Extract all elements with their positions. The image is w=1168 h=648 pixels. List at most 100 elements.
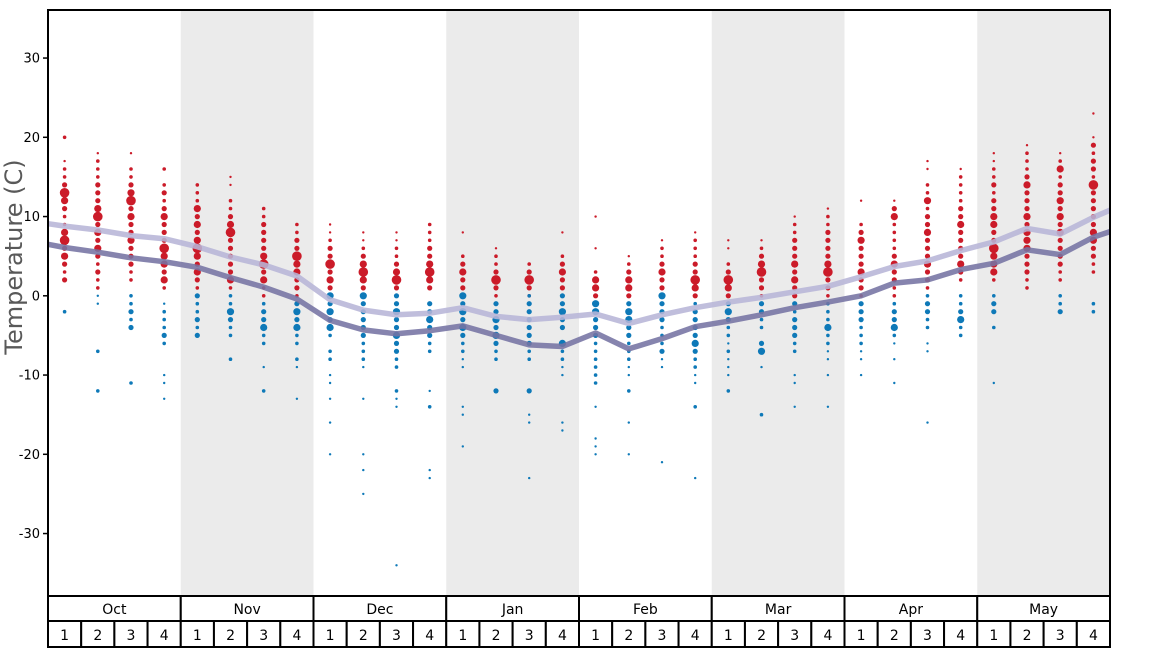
min-temp-dot — [528, 413, 531, 416]
max-temp-dot — [162, 167, 166, 171]
min-temp-dot — [460, 301, 466, 307]
max-temp-dot — [857, 236, 865, 244]
max-temp-dot — [559, 285, 566, 291]
max-temp-dot — [129, 278, 133, 282]
week-cell — [544, 620, 580, 648]
max-temp-dot — [791, 260, 799, 268]
max-temp-dot — [62, 182, 68, 188]
max-temp-dot — [162, 286, 166, 290]
max-temp-dot — [957, 220, 965, 229]
average-high-line — [47, 207, 1112, 327]
min-temp-dot — [660, 341, 664, 346]
max-temp-dot — [227, 269, 234, 275]
min-temp-dot — [694, 373, 697, 377]
min-temp-dot — [427, 341, 432, 346]
min-temp-dot — [195, 325, 200, 330]
min-temp-dot — [195, 301, 200, 306]
min-temp-dot — [792, 332, 798, 338]
min-temp-dot — [527, 357, 531, 362]
min-temp-dot — [593, 381, 598, 385]
max-temp-dot — [460, 285, 466, 291]
max-temp-dot — [128, 221, 134, 228]
min-temp-dot — [793, 373, 796, 377]
max-temp-dot — [1024, 206, 1030, 212]
min-temp-dot — [727, 373, 730, 377]
week-label: 1 — [193, 628, 202, 644]
min-temp-dot — [526, 309, 532, 315]
max-temp-dot — [95, 237, 101, 243]
min-temp-dot — [326, 323, 334, 332]
max-temp-dot — [760, 239, 763, 242]
max-temp-dot — [295, 230, 299, 235]
max-temp-dot — [59, 235, 70, 246]
max-temp-dot — [1056, 197, 1064, 205]
min-temp-dot — [161, 332, 167, 338]
max-temp-dot — [96, 167, 100, 171]
min-temp-dot — [593, 317, 599, 323]
week-label: 3 — [259, 628, 268, 644]
max-temp-dot — [1059, 152, 1062, 155]
min-temp-dot — [625, 308, 633, 316]
week-cell — [578, 620, 614, 648]
min-temp-dot — [858, 301, 864, 307]
min-temp-dot — [627, 453, 630, 456]
week-label: 4 — [956, 628, 965, 644]
min-temp-dot — [295, 341, 299, 346]
week-label: 3 — [525, 628, 534, 644]
min-temp-dot — [361, 357, 366, 362]
max-temp-dot — [325, 259, 335, 269]
max-temp-dot — [924, 253, 931, 259]
max-temp-dot — [693, 254, 697, 258]
max-temp-dot — [724, 284, 732, 292]
min-temp-dot — [1058, 294, 1062, 298]
min-temp-dot — [660, 365, 664, 369]
min-temp-dot — [426, 316, 434, 324]
min-temp-dot — [393, 324, 400, 331]
min-temp-dot — [526, 301, 532, 307]
min-temp-dot — [295, 397, 299, 400]
max-temp-dot — [226, 220, 235, 229]
max-temp-dot — [161, 206, 167, 212]
max-temp-dot — [127, 213, 135, 221]
min-temp-dot — [228, 357, 233, 362]
max-temp-dot — [659, 277, 665, 283]
min-temp-dot — [958, 325, 963, 330]
max-temp-dot — [527, 262, 531, 266]
min-temp-dot — [459, 292, 467, 300]
max-temp-dot — [392, 268, 401, 276]
max-temp-dot — [660, 246, 664, 251]
max-temp-dot — [758, 285, 765, 291]
max-temp-dot — [96, 262, 100, 266]
max-temp-dot — [294, 237, 300, 243]
week-cell — [810, 620, 846, 648]
week-label: 3 — [923, 628, 932, 644]
min-temp-dot — [1091, 301, 1096, 306]
max-temp-dot — [62, 135, 67, 140]
max-temp-dot — [524, 275, 534, 285]
max-temp-dot — [228, 198, 233, 203]
min-temp-dot — [561, 373, 564, 377]
max-temp-dot — [128, 261, 134, 267]
week-cell — [1009, 620, 1045, 648]
min-temp-dot — [660, 325, 664, 330]
max-temp-dot — [359, 276, 367, 284]
min-temp-dot — [925, 325, 930, 330]
max-temp-dot — [858, 261, 864, 267]
week-label: 2 — [890, 628, 899, 644]
max-temp-dot — [95, 182, 101, 188]
min-temp-dot — [859, 333, 863, 338]
month-label: Mar — [765, 602, 792, 618]
min-temp-dot — [858, 317, 864, 323]
min-temp-dot — [593, 341, 598, 346]
max-temp-dot — [96, 152, 100, 155]
min-temp-dot — [659, 301, 665, 307]
min-temp-dot — [394, 357, 399, 362]
min-temp-dot — [395, 397, 398, 400]
max-temp-dot — [393, 261, 400, 267]
week-cell — [412, 620, 448, 648]
min-temp-dot — [694, 476, 697, 480]
min-temp-dot — [195, 309, 200, 314]
min-temp-dot — [627, 357, 631, 362]
max-temp-dot — [1092, 136, 1095, 139]
